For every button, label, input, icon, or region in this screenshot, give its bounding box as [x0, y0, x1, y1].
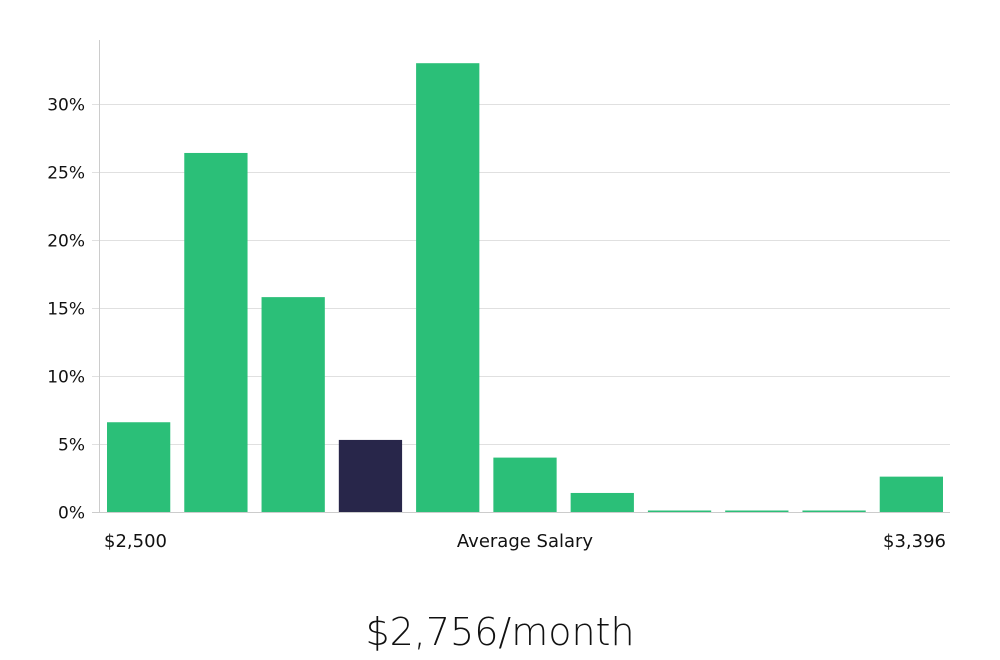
bar	[416, 63, 480, 512]
y-tick-label: 20%	[47, 232, 85, 252]
y-tick-label: 25%	[47, 164, 85, 184]
x-min-label: $2,500	[104, 531, 167, 552]
y-tick-label: 15%	[47, 300, 85, 320]
bar	[802, 510, 866, 512]
y-tick-label: 10%	[47, 368, 85, 388]
x-axis-title: Average Salary	[457, 531, 594, 552]
bar	[647, 510, 712, 512]
bar	[879, 476, 943, 512]
average-salary-value: $2,756/month	[365, 610, 635, 654]
y-tick-label: 0%	[58, 504, 85, 524]
highlighted-bar	[338, 439, 403, 512]
bar	[261, 297, 325, 512]
salary-histogram: 0% 5% 10% 15% 20% 25% 30% $2,500 Average Salar…	[47, 40, 950, 552]
y-tick-label: 30%	[47, 96, 85, 116]
y-axis-ticks: 0% 5% 10% 15% 20% 25% 30%	[47, 96, 85, 524]
bar	[725, 510, 789, 512]
y-tick-label: 5%	[58, 436, 85, 456]
bar	[570, 492, 634, 512]
bar	[107, 422, 171, 512]
bar	[184, 152, 248, 512]
bar	[493, 457, 557, 512]
bars	[107, 63, 943, 512]
x-max-label: $3,396	[883, 531, 946, 552]
